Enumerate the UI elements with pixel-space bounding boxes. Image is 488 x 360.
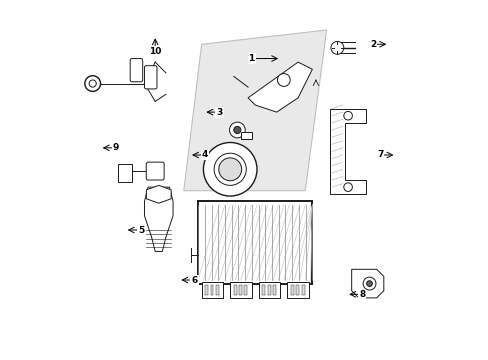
Polygon shape (183, 30, 326, 191)
Circle shape (218, 158, 241, 181)
FancyBboxPatch shape (267, 285, 270, 295)
FancyBboxPatch shape (130, 59, 142, 82)
Polygon shape (329, 109, 365, 194)
FancyBboxPatch shape (287, 282, 308, 298)
FancyBboxPatch shape (301, 285, 304, 295)
Circle shape (229, 122, 244, 138)
Polygon shape (146, 185, 171, 203)
Circle shape (84, 76, 101, 91)
Circle shape (203, 143, 257, 196)
FancyBboxPatch shape (210, 285, 213, 295)
FancyBboxPatch shape (201, 282, 223, 298)
FancyBboxPatch shape (205, 285, 207, 295)
Text: 10: 10 (149, 47, 161, 56)
FancyBboxPatch shape (296, 285, 299, 295)
Circle shape (277, 73, 290, 86)
Polygon shape (144, 187, 173, 251)
FancyBboxPatch shape (244, 285, 247, 295)
Circle shape (89, 80, 96, 87)
FancyBboxPatch shape (241, 132, 251, 139)
Polygon shape (247, 62, 312, 112)
Text: 9: 9 (112, 143, 119, 152)
Text: 1: 1 (248, 54, 254, 63)
FancyBboxPatch shape (118, 164, 132, 182)
Polygon shape (351, 269, 383, 298)
Text: 8: 8 (359, 290, 365, 299)
FancyBboxPatch shape (272, 285, 275, 295)
FancyBboxPatch shape (144, 66, 157, 89)
Text: 2: 2 (369, 40, 375, 49)
Circle shape (343, 183, 352, 192)
FancyBboxPatch shape (216, 285, 218, 295)
FancyBboxPatch shape (230, 282, 251, 298)
Circle shape (214, 153, 246, 185)
Circle shape (233, 126, 241, 134)
Text: 5: 5 (138, 225, 144, 234)
Circle shape (363, 277, 375, 290)
FancyBboxPatch shape (258, 282, 280, 298)
FancyBboxPatch shape (290, 285, 293, 295)
Circle shape (366, 281, 372, 287)
Text: 4: 4 (202, 150, 208, 159)
Circle shape (343, 111, 352, 120)
FancyBboxPatch shape (146, 162, 164, 180)
Text: 6: 6 (191, 275, 197, 284)
FancyBboxPatch shape (233, 285, 236, 295)
Circle shape (330, 41, 343, 54)
Text: 3: 3 (216, 108, 222, 117)
FancyBboxPatch shape (262, 285, 264, 295)
FancyBboxPatch shape (239, 285, 242, 295)
FancyBboxPatch shape (198, 202, 312, 284)
Text: 7: 7 (376, 150, 383, 159)
